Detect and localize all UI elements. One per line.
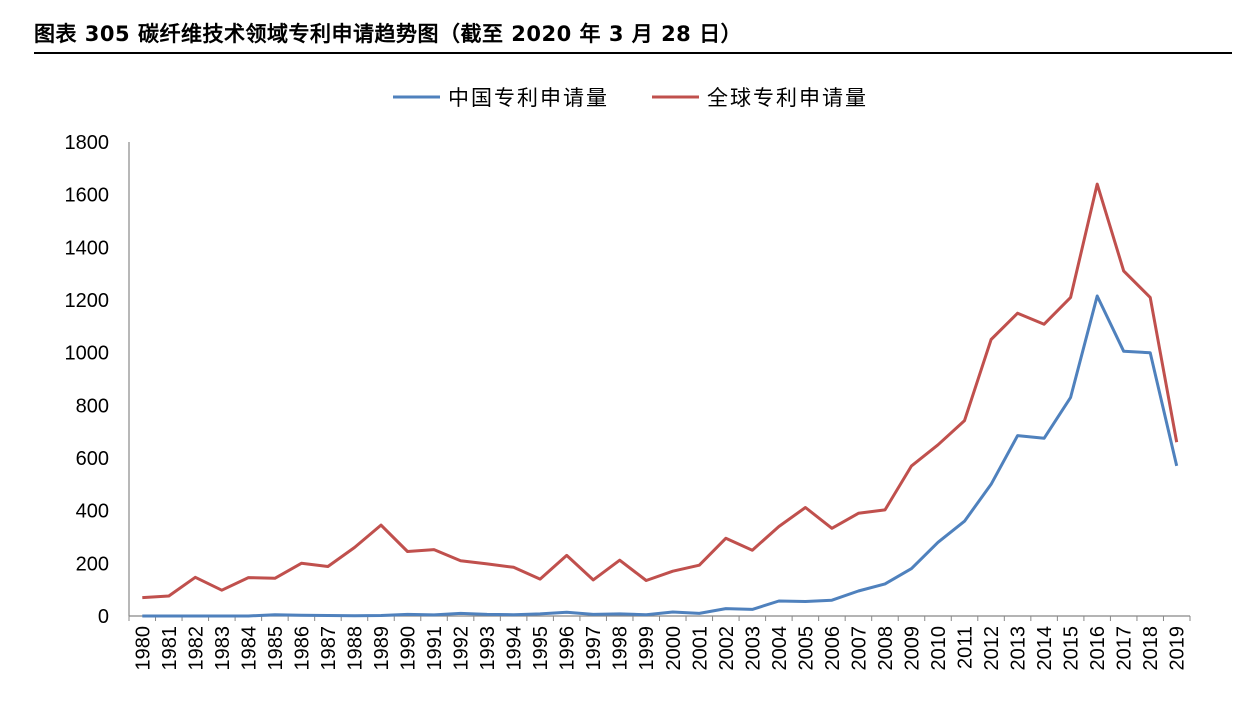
x-tick-label: 1980 <box>132 626 154 671</box>
x-tick-label: 2005 <box>795 626 817 671</box>
x-tick-label: 2019 <box>1167 626 1189 671</box>
x-tick-label: 1982 <box>185 626 207 671</box>
y-tick-label: 1800 <box>65 132 110 154</box>
y-tick-label: 0 <box>98 606 109 628</box>
x-tick-label: 2004 <box>769 626 791 671</box>
x-tick-label: 1984 <box>238 626 260 671</box>
x-tick-label: 1990 <box>398 626 420 671</box>
chart-axes <box>128 142 1191 621</box>
x-tick-label: 1992 <box>451 626 473 671</box>
y-tick-label: 800 <box>76 395 109 417</box>
chart-series <box>142 182 1179 618</box>
y-tick-label: 1400 <box>65 237 110 259</box>
chart-legend: 中国专利申请量 全球专利申请量 <box>393 86 868 110</box>
x-tick-label: 1997 <box>583 626 605 671</box>
y-tick-label: 200 <box>76 553 109 575</box>
x-tick-label: 2007 <box>848 626 870 671</box>
x-tick-label: 1996 <box>557 626 579 671</box>
x-tick-label: 1987 <box>318 626 340 671</box>
x-tick-label: 2017 <box>1114 626 1136 671</box>
x-tick-label: 1988 <box>344 626 366 671</box>
x-tick-label: 2001 <box>689 626 711 671</box>
legend-label: 中国专利申请量 <box>448 86 609 110</box>
x-tick-label: 1986 <box>291 626 313 671</box>
x-tick-label: 2002 <box>716 626 738 671</box>
x-tick-label: 1993 <box>477 626 499 671</box>
x-tick-label: 2006 <box>822 626 844 671</box>
x-tick-label: 2014 <box>1034 626 1056 671</box>
x-tick-label: 2000 <box>663 626 685 671</box>
y-tick-label: 1600 <box>65 185 110 207</box>
y-tick-label: 1200 <box>65 290 110 312</box>
x-tick-label: 2010 <box>928 626 950 671</box>
title-underline <box>34 52 1232 54</box>
y-tick-label: 1000 <box>65 343 110 365</box>
x-tick-label: 2013 <box>1008 626 1030 671</box>
x-tick-label: 2015 <box>1061 626 1083 671</box>
series-line-2 <box>142 182 1179 600</box>
y-tick-label: 600 <box>76 448 109 470</box>
x-tick-label: 2003 <box>742 626 764 671</box>
series-line-1 <box>142 294 1179 618</box>
x-tick-label: 1985 <box>265 626 287 671</box>
x-tick-label: 1994 <box>504 626 526 671</box>
x-tick-label: 1989 <box>371 626 393 671</box>
x-tick-label: 2016 <box>1087 626 1109 671</box>
x-tick-label: 1981 <box>159 626 181 671</box>
x-tick-label: 2018 <box>1140 626 1162 671</box>
legend-label: 全球专利申请量 <box>707 86 868 110</box>
x-tick-label: 1995 <box>530 626 552 671</box>
x-tick-label: 1999 <box>636 626 658 671</box>
chart-title: 图表 305 碳纤维技术领域专利申请趋势图（截至 2020 年 3 月 28 日… <box>34 22 743 46</box>
y-tick-label: 400 <box>76 501 109 523</box>
x-tick-label: 1991 <box>424 626 446 671</box>
x-tick-label: 2009 <box>901 626 923 671</box>
x-tick-label: 2008 <box>875 626 897 671</box>
x-tick-label: 2011 <box>955 626 977 669</box>
x-tick-label: 1998 <box>610 626 632 671</box>
x-tick-label: 2012 <box>981 626 1003 671</box>
x-tick-label: 1983 <box>212 626 234 671</box>
